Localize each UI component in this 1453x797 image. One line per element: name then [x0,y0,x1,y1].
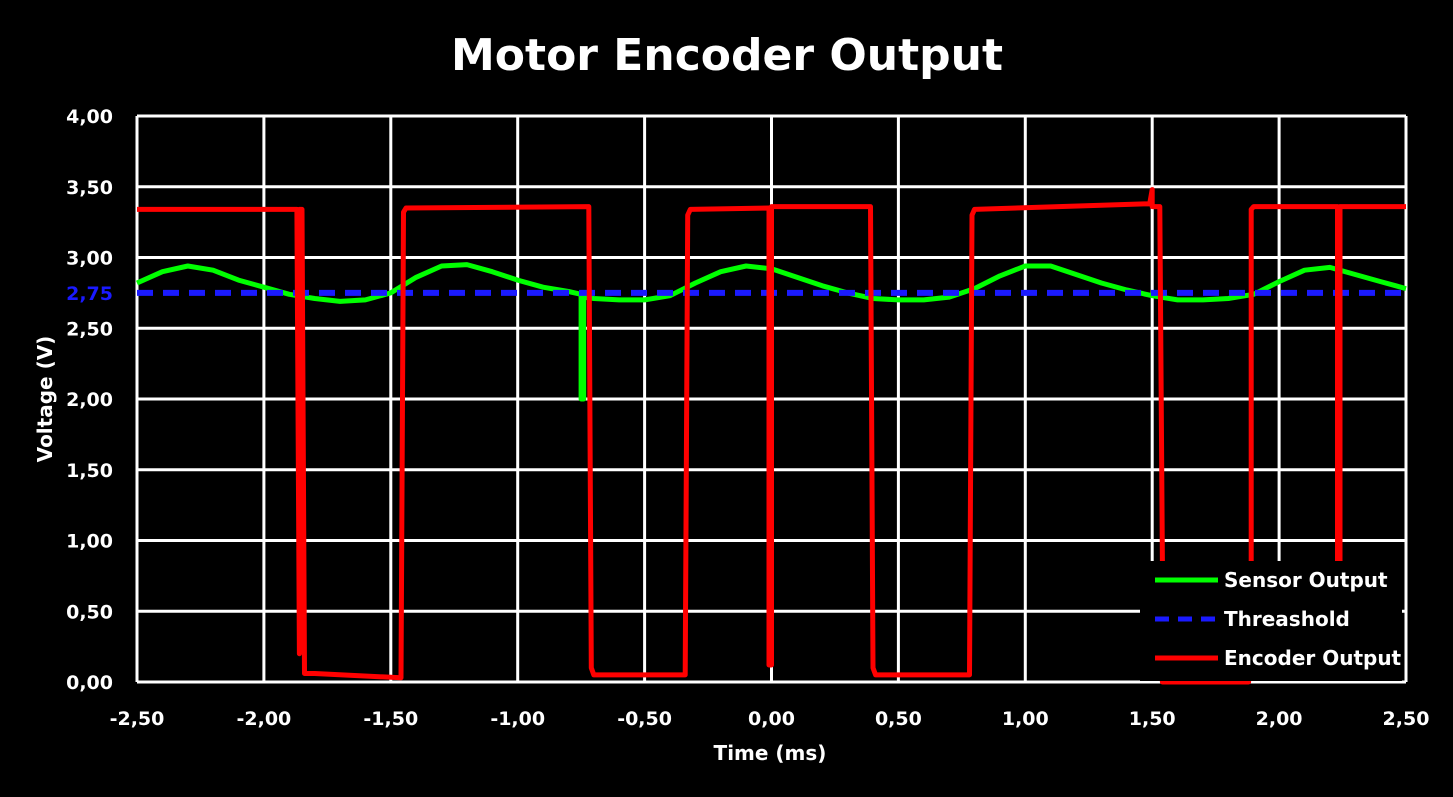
y-tick-label: 3,00 [66,248,113,270]
y-tick-label: 0,00 [66,672,113,694]
legend-label: Sensor Output [1224,568,1388,592]
x-axis-ticks: -2,50 -2,00 -1,50 -1,00 -0,50 0,00 0,50 1,00 1,5… [110,708,1430,730]
x-tick-label: 1,50 [1129,708,1176,730]
legend-label: Encoder Output [1224,646,1402,670]
x-tick-label: -1,50 [363,708,418,730]
legend-label: Threashold [1224,607,1350,631]
y-axis-ticks: 0,00 0,50 1,00 1,50 2,00 2,50 3,00 3,50 4,00 [66,106,113,694]
x-tick-label: -2,00 [237,708,292,730]
y-tick-label: 3,50 [66,177,113,199]
x-axis-title: Time (ms) [714,741,827,765]
y-tick-label: 1,00 [66,531,113,553]
x-tick-label: -1,00 [490,708,545,730]
chart-title: Motor Encoder Output [451,30,1003,81]
x-tick-label: 1,00 [1002,708,1049,730]
x-tick-label: 2,00 [1256,708,1303,730]
y-tick-label: 2,00 [66,389,113,411]
x-tick-label: -2,50 [110,708,165,730]
series-line-sensor-output [135,262,1407,402]
y-tick-label: 2,50 [66,318,113,340]
series-layer [135,187,1407,685]
threshold-tick-label: 2,75 [66,283,113,305]
series-line-encoder-output [137,187,1406,685]
y-axis-title: Voltage (V) [33,336,57,463]
x-tick-label: 2,50 [1383,708,1430,730]
x-tick-label: 0,50 [875,708,922,730]
y-tick-label: 1,50 [66,460,113,482]
y-tick-label: 0,50 [66,601,113,623]
y-tick-label: 4,00 [66,106,113,128]
legend: Sensor Output Threashold Encoder Output [1140,561,1402,681]
x-tick-label: -0,50 [617,708,672,730]
x-tick-label: 0,00 [748,708,795,730]
